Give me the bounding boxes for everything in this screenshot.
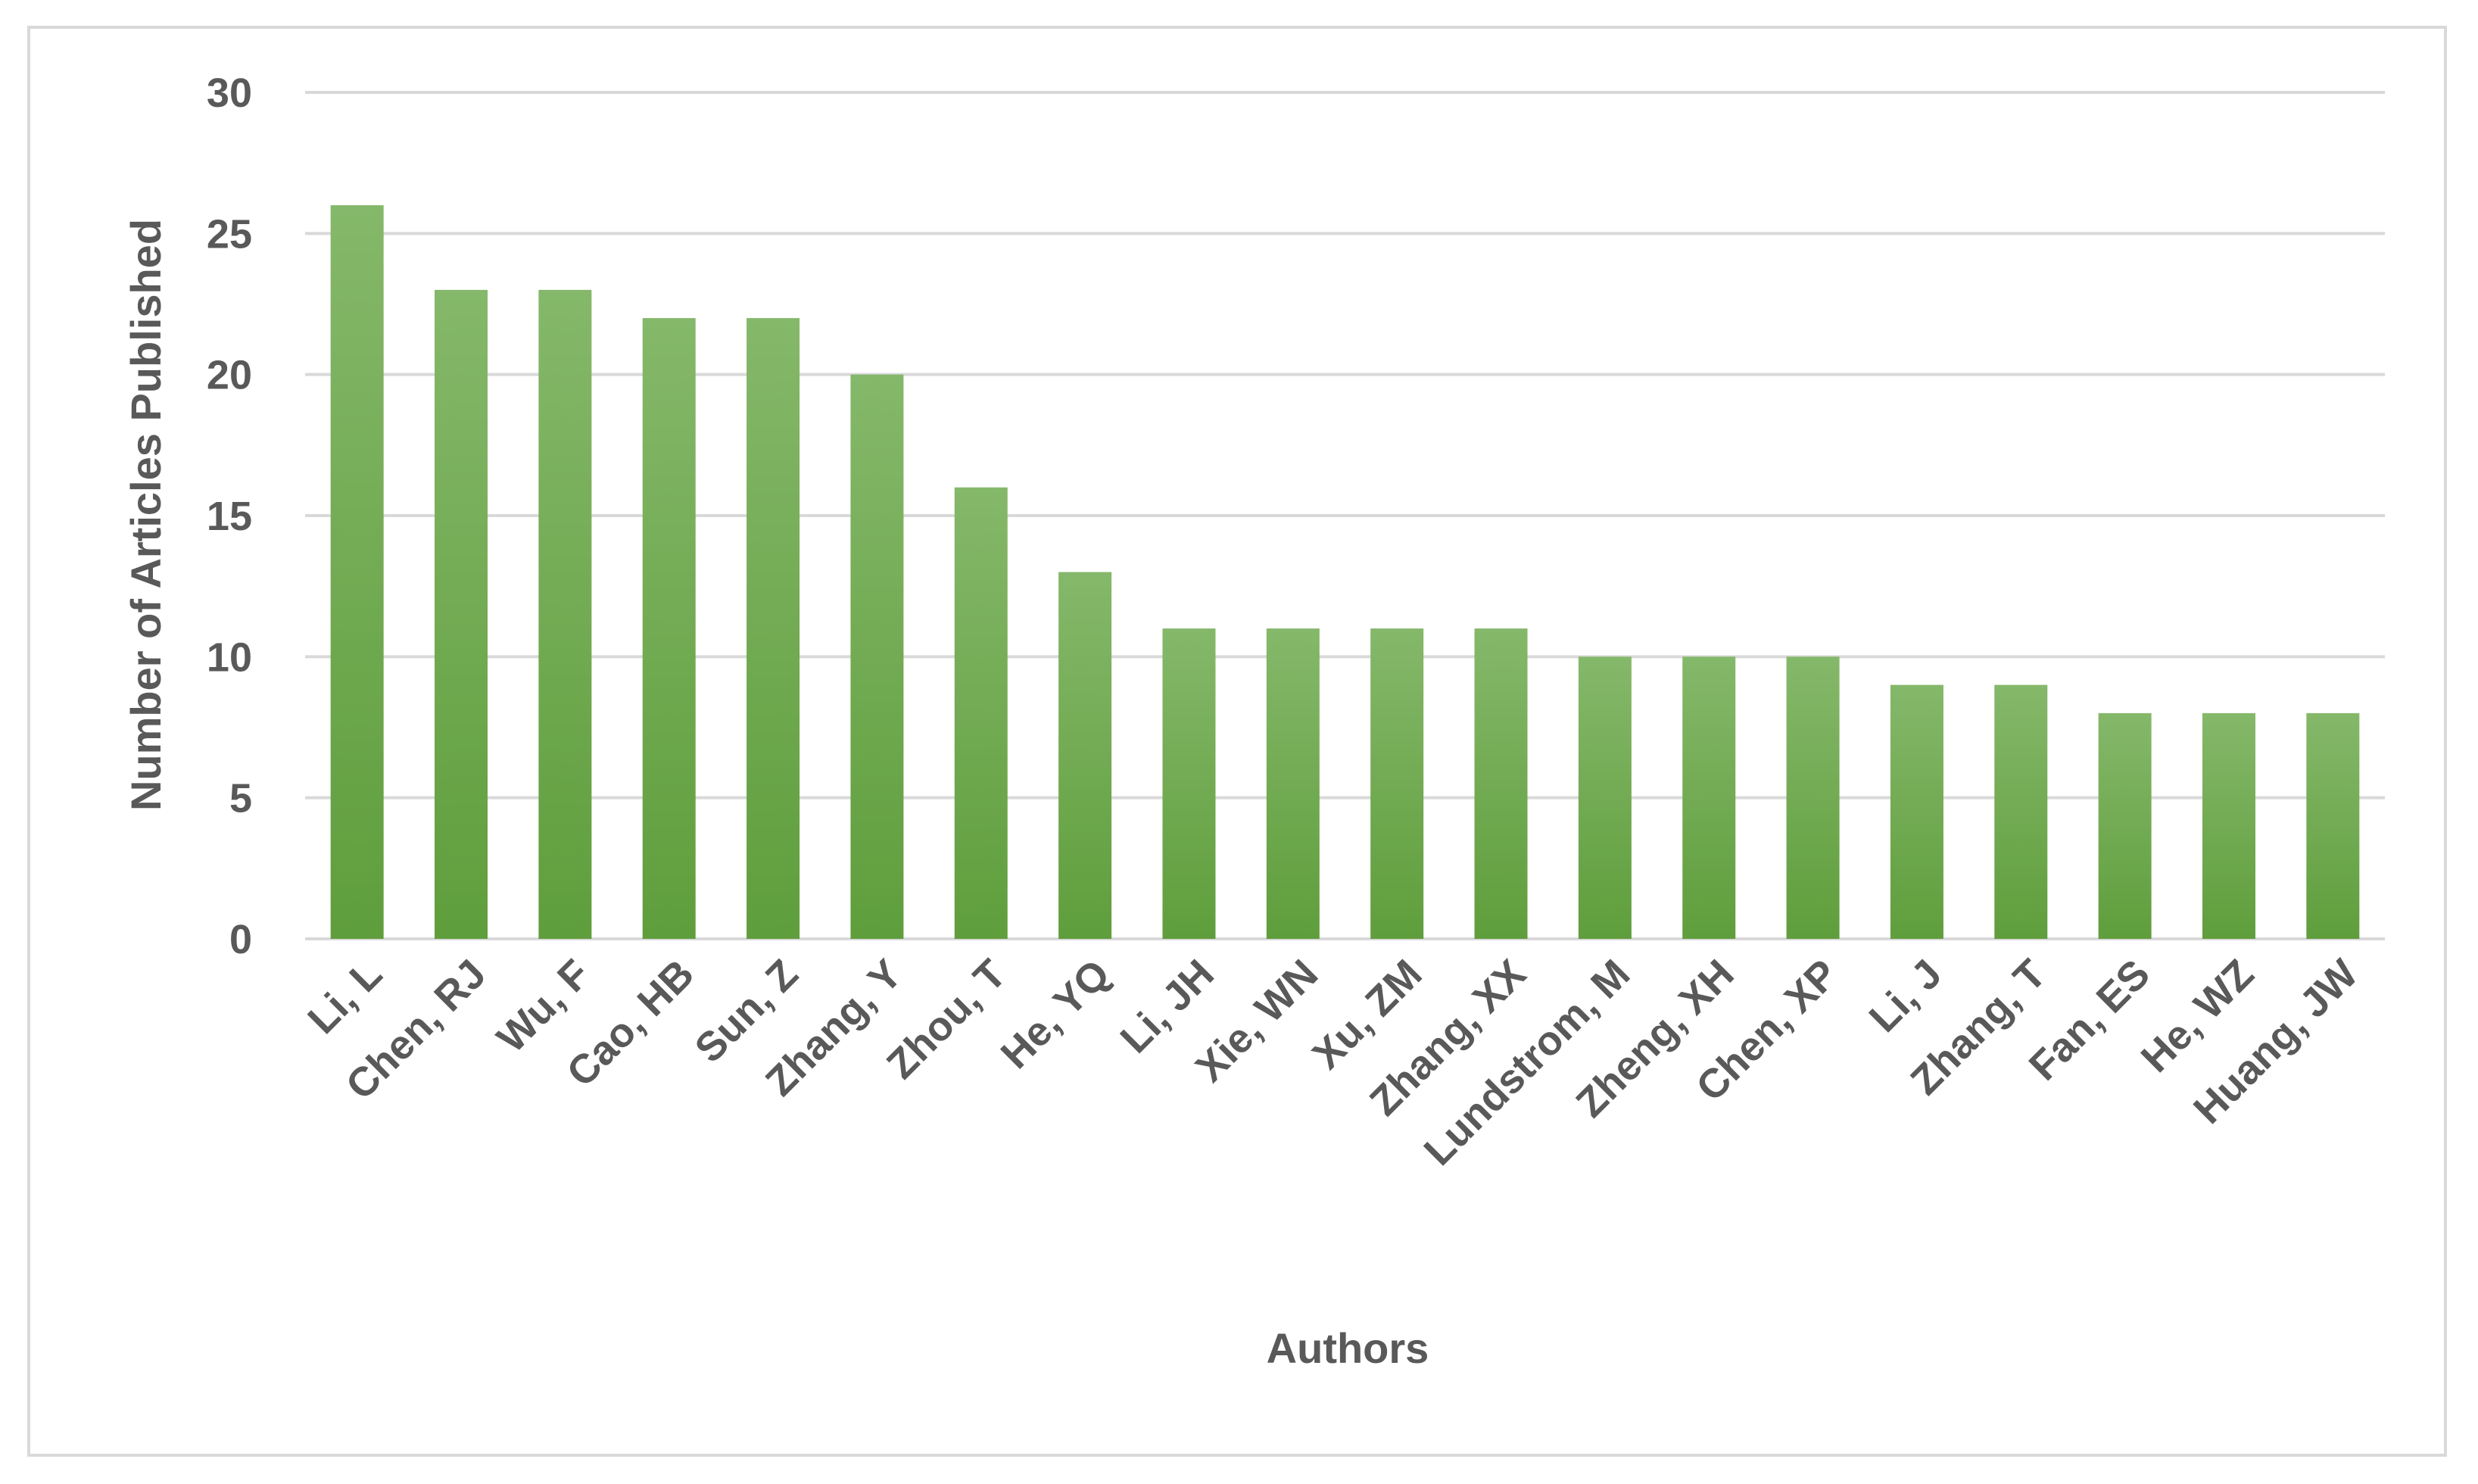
x-tick-label: Li, J [1861, 951, 1951, 1041]
bar [1370, 628, 1424, 939]
y-tick-label: 15 [207, 494, 252, 539]
bar [1994, 684, 2048, 939]
x-tick-label: Li, L [299, 951, 391, 1043]
bar [538, 289, 592, 939]
bar [1578, 656, 1632, 939]
y-tick-label: 30 [207, 70, 252, 116]
bar [2202, 712, 2255, 939]
bar [1162, 628, 1216, 939]
x-axis-title: Authors [1267, 1324, 1429, 1372]
bar [2098, 712, 2152, 939]
bar [850, 374, 904, 940]
gridlines [305, 91, 2385, 940]
y-tick-label: 10 [207, 634, 252, 680]
bar [747, 318, 800, 940]
y-tick-label: 25 [207, 211, 252, 257]
bar [1266, 628, 1320, 939]
bar [1890, 684, 1943, 939]
y-tick-label: 0 [229, 917, 252, 962]
bar [954, 487, 1008, 939]
bars [330, 205, 2360, 940]
bar [1058, 572, 1112, 939]
bar [1474, 628, 1528, 939]
x-tick-label: He, YQ [993, 951, 1119, 1077]
y-axis-title: Number of Articles Published [122, 219, 170, 811]
bar [2306, 712, 2360, 939]
bar [330, 205, 384, 940]
bar [1682, 656, 1736, 939]
y-tick-label: 5 [229, 776, 252, 822]
y-axis-ticks: 0 5 10 15 20 25 30 [207, 70, 252, 962]
bar [1786, 656, 1840, 939]
bar [642, 318, 696, 940]
y-tick-label: 20 [207, 353, 252, 398]
bar [435, 289, 488, 939]
